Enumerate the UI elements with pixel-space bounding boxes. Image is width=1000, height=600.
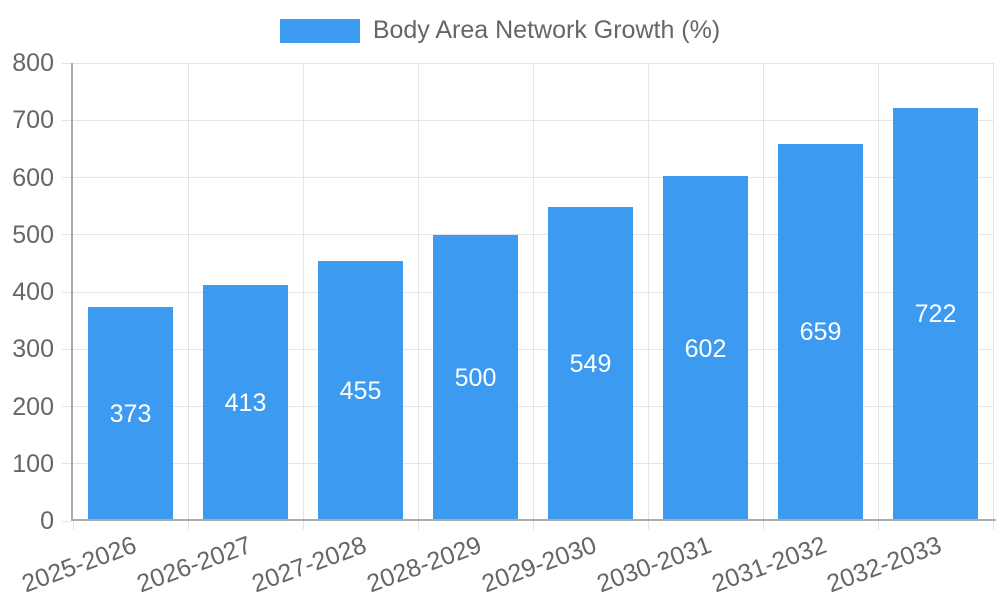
y-tick-mark [62,463,71,465]
x-gridline [302,63,304,521]
y-tick-mark [62,348,71,350]
y-tick-label: 300 [12,335,54,364]
bar-value-label: 722 [914,300,957,329]
legend-label: Body Area Network Growth (%) [372,16,721,44]
x-tick-label: 2029-2030 [478,531,601,599]
x-tick-mark [72,521,74,530]
bar-2031-2032[interactable] [778,143,863,519]
x-tick-mark [762,521,764,530]
x-tick-mark [187,521,189,530]
bar-2026-2027[interactable] [203,284,288,519]
bar-2032-2033[interactable] [893,107,978,519]
x-tick-mark [302,521,304,530]
bar-value-label: 373 [109,400,152,429]
y-tick-label: 800 [12,49,54,77]
x-tick-label: 2030-2031 [593,531,716,599]
x-gridline [417,63,419,521]
x-tick-label: 2028-2029 [363,531,486,599]
y-tick-mark [62,520,71,522]
bar-value-label: 602 [684,334,727,363]
x-gridline [647,63,649,521]
x-tick-label: 2031-2032 [708,531,831,599]
bar-2025-2026[interactable] [88,307,173,519]
y-tick-label: 100 [12,449,54,478]
x-tick-mark [532,521,534,530]
y-tick-mark [62,177,71,178]
x-gridline [992,63,994,521]
bar-value-label: 413 [224,388,267,417]
bar-value-label: 500 [454,363,497,392]
x-tick-label: 2027-2028 [248,531,371,599]
y-tick-mark [62,62,71,64]
y-tick-label: 700 [12,106,54,135]
y-tick-label: 500 [12,220,54,249]
x-gridline [877,63,879,521]
bar-2027-2028[interactable] [318,260,403,519]
x-tick-mark [877,521,879,530]
legend-item[interactable]: Body Area Network Growth (%) [0,16,1000,45]
bar-value-label: 659 [799,318,842,347]
y-tick-label: 0 [40,507,54,535]
x-gridline [762,63,764,521]
bar-2029-2030[interactable] [548,206,633,519]
legend-swatch [279,18,360,43]
y-tick-label: 600 [12,163,54,192]
x-axis-line [71,519,996,521]
x-tick-label: 2026-2027 [133,531,256,599]
x-tick-label: 2025-2026 [18,531,141,599]
y-tick-mark [62,119,71,121]
bar-2030-2031[interactable] [663,176,748,519]
bar-2028-2029[interactable] [433,234,518,519]
y-axis-line [71,63,73,521]
x-tick-label: 2032-2033 [823,531,946,599]
x-gridline [187,63,189,521]
bar-value-label: 455 [339,376,382,405]
x-gridline [532,63,534,521]
y-tick-label: 400 [12,278,54,306]
y-tick-mark [62,234,71,236]
y-tick-mark [62,291,71,293]
x-tick-mark [647,521,649,530]
x-tick-mark [417,521,419,530]
bar-value-label: 549 [569,349,612,378]
y-tick-mark [62,406,71,407]
x-tick-mark [992,521,994,530]
y-tick-label: 200 [12,392,54,421]
